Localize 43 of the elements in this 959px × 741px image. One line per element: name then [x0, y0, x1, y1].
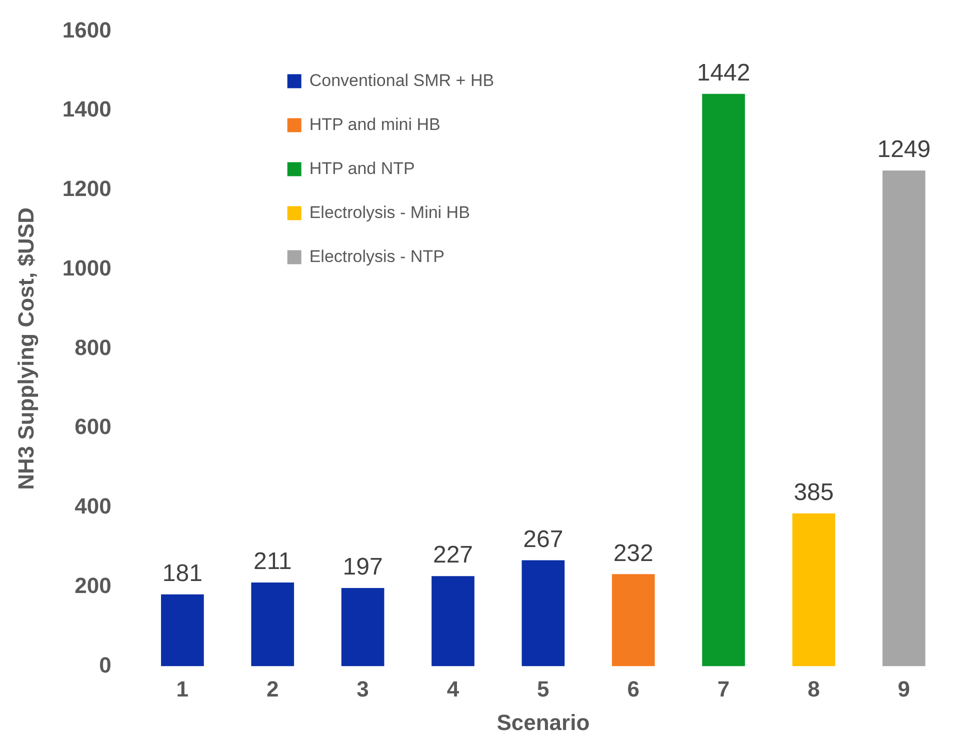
bar [341, 588, 384, 666]
legend-label: HTP and mini HB [309, 114, 440, 134]
bar [612, 574, 655, 666]
data-label: 267 [523, 526, 564, 553]
legend-label: Electrolysis - Mini HB [309, 202, 470, 222]
data-label: 197 [342, 554, 383, 581]
data-label: 1249 [877, 136, 931, 164]
y-tick-label: 1600 [62, 17, 112, 42]
x-tick-label: 9 [898, 676, 910, 702]
x-tick-label: 1 [176, 676, 189, 702]
x-tick-label: 5 [537, 676, 550, 702]
bar [882, 170, 926, 666]
y-tick-label: 1200 [62, 176, 112, 202]
x-axis-title: Scenario [496, 710, 590, 735]
legend-label: HTP and NTP [309, 158, 415, 178]
data-label: 227 [432, 542, 474, 569]
y-tick-label: 0 [99, 652, 112, 678]
data-label: 211 [253, 548, 292, 576]
data-label: 181 [162, 560, 202, 587]
y-axis-title: NH3 Supplying Cost, $USD [13, 208, 38, 490]
bar [792, 513, 836, 666]
x-tick-label: 4 [446, 676, 460, 702]
y-tick-label: 800 [74, 334, 112, 360]
bar [251, 582, 294, 666]
y-tick-label: 1400 [62, 96, 112, 122]
y-tick-label: 400 [74, 494, 112, 519]
x-tick-label: 6 [627, 676, 640, 702]
x-tick-label: 3 [356, 676, 369, 702]
bar [432, 576, 474, 666]
data-label: 385 [794, 479, 834, 506]
legend-label: Electrolysis - NTP [309, 246, 444, 266]
legend-label: Conventional SMR + HB [309, 70, 494, 90]
data-label: 232 [613, 540, 654, 567]
y-tick-label: 600 [74, 414, 112, 440]
y-tick-label: 200 [74, 572, 112, 598]
x-tick-label: 8 [808, 676, 820, 702]
bar [161, 594, 204, 666]
bar [522, 560, 565, 666]
y-tick-label: 1000 [62, 255, 112, 280]
x-tick-label: 7 [717, 676, 730, 702]
bar [702, 94, 745, 666]
x-tick-label: 2 [266, 676, 279, 702]
data-label: 1442 [696, 60, 750, 87]
